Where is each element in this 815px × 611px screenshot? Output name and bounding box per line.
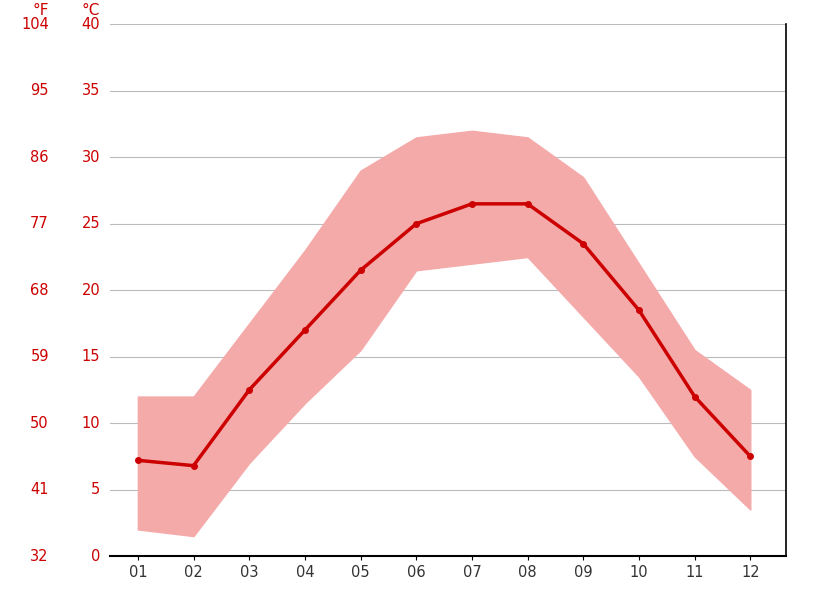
Text: 35: 35 xyxy=(82,83,100,98)
Text: 5: 5 xyxy=(91,482,100,497)
Text: 30: 30 xyxy=(82,150,100,165)
Text: 41: 41 xyxy=(30,482,49,497)
Text: 32: 32 xyxy=(30,549,49,563)
Text: °F: °F xyxy=(33,3,49,18)
Text: 0: 0 xyxy=(90,549,100,563)
Text: 40: 40 xyxy=(82,17,100,32)
Text: 10: 10 xyxy=(82,415,100,431)
Text: 95: 95 xyxy=(30,83,49,98)
Text: 25: 25 xyxy=(82,216,100,232)
Text: 50: 50 xyxy=(30,415,49,431)
Text: 68: 68 xyxy=(30,283,49,298)
Text: 86: 86 xyxy=(30,150,49,165)
Text: 59: 59 xyxy=(30,349,49,364)
Text: 15: 15 xyxy=(82,349,100,364)
Text: 20: 20 xyxy=(82,283,100,298)
Text: 77: 77 xyxy=(30,216,49,232)
Text: 104: 104 xyxy=(21,17,49,32)
Text: °C: °C xyxy=(82,3,100,18)
